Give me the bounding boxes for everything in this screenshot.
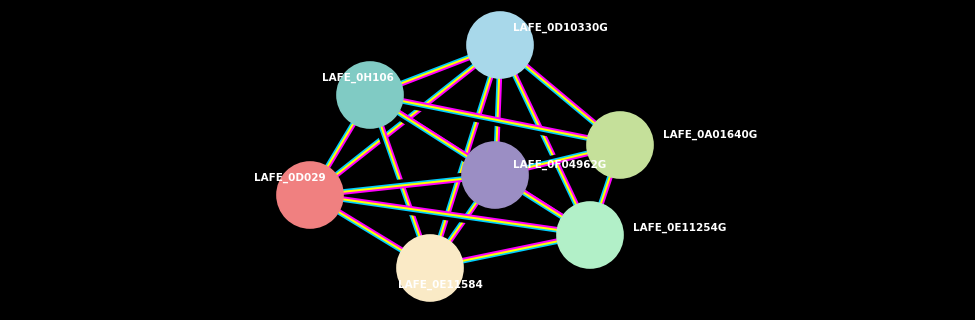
Circle shape <box>337 62 403 128</box>
Text: LAFE_0H106: LAFE_0H106 <box>322 73 394 83</box>
Circle shape <box>277 162 343 228</box>
Text: LAFE_0F04962G: LAFE_0F04962G <box>514 160 606 170</box>
Text: LAFE_0D10330G: LAFE_0D10330G <box>513 23 607 33</box>
Circle shape <box>557 202 623 268</box>
Text: LAFE_0A01640G: LAFE_0A01640G <box>663 130 758 140</box>
Circle shape <box>397 235 463 301</box>
Circle shape <box>467 12 533 78</box>
Circle shape <box>462 142 528 208</box>
Text: LAFE_0E11254G: LAFE_0E11254G <box>634 223 726 233</box>
Circle shape <box>587 112 653 178</box>
Text: LAFE_0E11584: LAFE_0E11584 <box>398 280 483 290</box>
Text: LAFE_0D029: LAFE_0D029 <box>254 173 326 183</box>
